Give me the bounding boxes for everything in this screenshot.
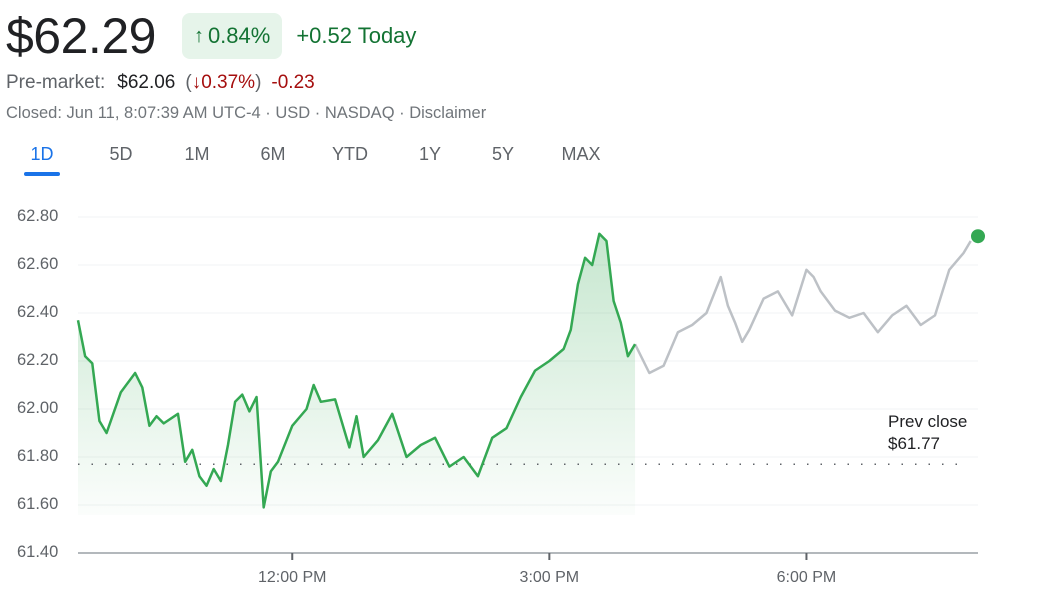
tab-ytd[interactable]: YTD [332, 144, 368, 164]
y-tick-label: 62.20 [17, 351, 59, 369]
y-tick-label: 62.80 [17, 207, 59, 225]
regular-session-area [78, 233, 636, 516]
premarket-label: Pre-market: [6, 72, 106, 93]
market-status: Closed: Jun 11, 8:07:39 AM UTC-4 [6, 104, 261, 122]
x-tick-label: 3:00 PM [519, 569, 580, 586]
tab-5d[interactable]: 5D [109, 144, 133, 164]
x-tick-label: 6:00 PM [776, 569, 837, 586]
change-percent: 0.84% [207, 23, 271, 48]
regular-session-line [76, 232, 637, 509]
arrow-up-icon: ↑ [193, 24, 204, 47]
chart-plot[interactable] [0, 195, 1037, 603]
after-hours-line [633, 240, 972, 375]
tab-5y[interactable]: 5Y [491, 144, 515, 164]
market-status-line: Closed: Jun 11, 8:07:39 AM UTC-4 · USD ·… [6, 104, 487, 122]
y-tick-label: 61.40 [17, 543, 59, 561]
prev-close-annotation: Prev close $61.77 [888, 411, 967, 455]
y-tick-label: 61.80 [17, 447, 59, 465]
last-price-dot [971, 229, 985, 244]
price-chart[interactable]: 62.80 62.60 62.40 62.20 62.00 61.80 61.60 61.40… [0, 195, 1037, 603]
exchange: NASDAQ [324, 104, 395, 122]
quote-header: $62.29 ↑ 0.84% +0.52 Today [6, 6, 416, 66]
premarket-price: $62.06 [117, 72, 176, 93]
tab-1d[interactable]: 1D [24, 144, 60, 176]
premarket-percent: (↓0.37%) [185, 72, 262, 93]
tab-1m[interactable]: 1M [184, 144, 210, 164]
currency: USD [275, 104, 311, 122]
prev-close-value: $61.77 [888, 434, 940, 453]
y-tick-label: 62.60 [17, 255, 59, 273]
y-tick-label: 62.40 [17, 303, 59, 321]
tab-1y[interactable]: 1Y [418, 144, 442, 164]
prev-close-label: Prev close [888, 412, 968, 431]
tab-6m[interactable]: 6M [260, 144, 286, 164]
premarket-change: -0.23 [271, 72, 315, 93]
premarket-row: Pre-market: $62.06 (↓0.37%) -0.23 [6, 72, 315, 94]
change-today: +0.52 Today [296, 23, 417, 48]
disclaimer-link[interactable]: Disclaimer [409, 104, 487, 122]
y-tick-label: 62.00 [17, 399, 59, 417]
tab-max[interactable]: MAX [561, 144, 601, 164]
y-tick-label: 61.60 [17, 495, 59, 513]
change-percent-badge: ↑ 0.84% [181, 13, 283, 59]
current-price: $62.29 [6, 8, 156, 64]
range-tabs: 1D 5D 1M 6M YTD 1Y 5Y MAX [24, 144, 606, 176]
arrow-down-icon: ↓ [191, 72, 202, 93]
x-tick-label: 12:00 PM [258, 569, 327, 586]
